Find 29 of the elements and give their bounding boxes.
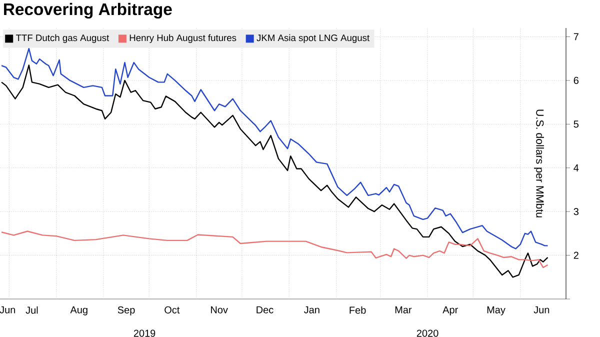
x-tick-label: Jun xyxy=(534,306,550,314)
x-tick-label: Jul xyxy=(26,306,38,314)
x-tick-label: Apr xyxy=(442,306,458,316)
x-tick-label: Sep xyxy=(118,306,135,316)
y-tick-label: 5 xyxy=(574,120,579,128)
x-tick-label: Aug xyxy=(70,306,88,316)
y-tick-label: 3 xyxy=(574,208,578,216)
y-axis-title: U.S. dollars per MMbtu xyxy=(534,110,544,218)
x-tick-label: Feb xyxy=(350,306,366,314)
legend-label: Henry Hub August futures xyxy=(130,34,236,43)
x2-tick-label: 2020 xyxy=(416,330,438,337)
line-series xyxy=(0,64,548,278)
x-tick-label: Nov xyxy=(211,306,228,314)
chart-title: Recovering Arbitrage xyxy=(4,2,172,19)
x-tick-label: Dec xyxy=(256,306,274,314)
y-tick-label: 6 xyxy=(574,76,578,84)
legend-label: JKM Asia spot LNG August xyxy=(256,34,370,43)
y-tick-label: 7 xyxy=(574,33,578,40)
x-tick-label: Jan xyxy=(304,306,320,314)
x-tick-label: Oct xyxy=(164,306,180,314)
x-tick-label: Jun xyxy=(0,306,16,314)
y-tick-label: 4 xyxy=(574,164,579,172)
legend-label: TTF Dutch gas August xyxy=(16,34,110,43)
y-tick-label: 2 xyxy=(574,252,578,259)
x2-tick-label: 2019 xyxy=(134,330,156,337)
line-series xyxy=(0,230,548,268)
line-series xyxy=(0,48,548,250)
x-tick-label: May xyxy=(487,306,506,316)
x-tick-label: Mar xyxy=(395,306,412,314)
